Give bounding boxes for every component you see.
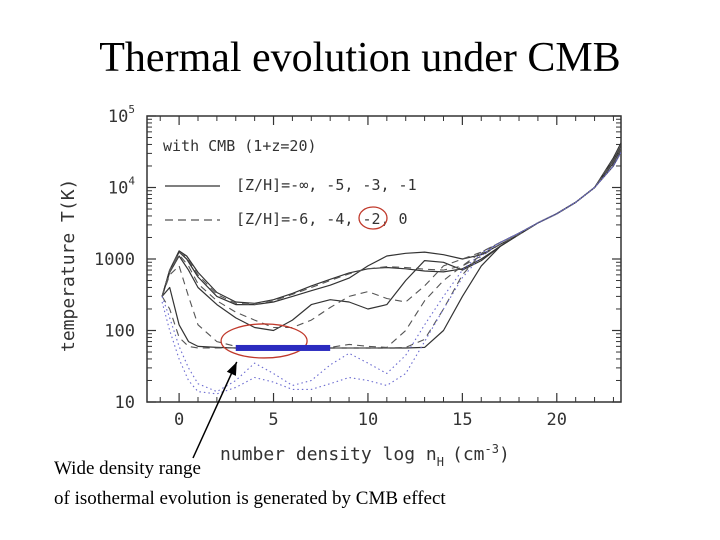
y-tick-label-exponent: 5 [128, 103, 135, 116]
legend-highlight-ellipse [358, 206, 388, 230]
legend: with CMB (1+z=20) [Z/H]=-∞, -5, -3, -1 [… [163, 137, 417, 230]
annotation-arrow [192, 361, 238, 459]
curve-dashed-7 [161, 150, 621, 349]
x-axis-title-main: number density log n [220, 444, 437, 465]
y-tick-label: 1000 [94, 250, 135, 270]
x-tick-label: 20 [547, 410, 567, 430]
isothermal-range-bar [235, 344, 331, 351]
y-tick-label-exponent: 4 [128, 175, 135, 188]
annotation-arrow-head [226, 361, 237, 376]
x-axis-title-unit-close: ) [499, 444, 510, 465]
x-tick-label: 15 [452, 410, 472, 430]
x-tick-label: 0 [174, 410, 184, 430]
legend-solid-label: [Z/H]=-∞, -5, -3, -1 [236, 176, 417, 194]
x-axis-title-sub: H [437, 455, 444, 469]
legend-dashed-label-a: [Z/H]=-6, -4, [236, 210, 362, 228]
x-axis-title-unit-sup: -3 [485, 442, 499, 456]
curve-dashed-6 [161, 147, 621, 329]
legend-header: with CMB (1+z=20) [163, 137, 317, 155]
y-axis-title: temperature T(K) [58, 179, 79, 352]
x-tick-label: 10 [358, 410, 378, 430]
caption-line-1: Wide density range [54, 458, 201, 479]
y-tick-label: 105 [108, 103, 135, 127]
x-tick-label: 5 [268, 410, 278, 430]
curve-dotted-9 [161, 152, 621, 393]
legend-dashed-label-c: , 0 [381, 210, 408, 228]
axis-ticks [147, 115, 621, 403]
y-tick-label: 10 [115, 393, 135, 413]
plot-frame [146, 115, 622, 403]
y-tick-label: 100 [104, 322, 135, 342]
isothermal-highlight-ellipse [220, 323, 308, 359]
curve-dotted-10 [161, 152, 621, 395]
caption-line-2: of isothermal evolution is generated by … [54, 488, 446, 509]
legend-dashed-label-b: -2 [362, 210, 380, 228]
curves-layer [161, 142, 621, 395]
x-axis-title: number density log nH (cm-3) [220, 442, 510, 469]
y-tick-label: 104 [108, 175, 135, 199]
slide-title: Thermal evolution under CMB [99, 35, 621, 81]
curve-dashed-8 [161, 152, 621, 349]
legend-dashed-label: [Z/H]=-6, -4, -2, 0 [236, 210, 408, 228]
x-axis-title-unit: (cm [452, 444, 485, 465]
